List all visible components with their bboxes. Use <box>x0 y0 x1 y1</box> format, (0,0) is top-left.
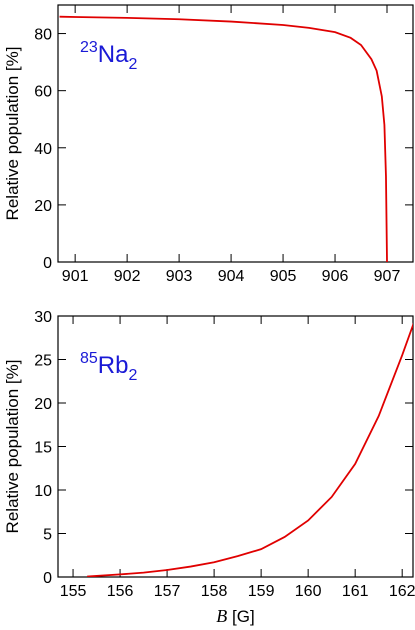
y-tick-label: 30 <box>34 309 52 326</box>
annotation-sub: 2 <box>128 56 137 73</box>
data-line <box>87 322 413 577</box>
x-axis-label: B [G] <box>216 606 254 626</box>
x-tick-label: 159 <box>248 583 275 600</box>
y-tick-label: 40 <box>34 141 52 158</box>
plot-frame <box>57 4 414 263</box>
y-tick-label: 0 <box>43 255 52 272</box>
x-tick-label: 903 <box>166 268 193 285</box>
y-tick-label: 0 <box>43 570 52 587</box>
y-tick-label: 25 <box>34 353 52 370</box>
annotation: 85Rb2 <box>80 350 137 384</box>
annotation-sup: 85 <box>80 350 98 367</box>
x-tick-label: 158 <box>201 583 228 600</box>
x-tick-label: 161 <box>342 583 369 600</box>
y-tick-label: 60 <box>34 84 52 101</box>
y-tick-label: 5 <box>43 527 52 544</box>
x-axis-label-unit: [G] <box>232 607 255 626</box>
y-tick-label: 10 <box>34 483 52 500</box>
x-tick-label: 904 <box>218 268 245 285</box>
x-tick-label: 902 <box>114 268 141 285</box>
panel: 155 156 157 158 159 160 161 162 0 5 10 15 20 25 30 Rela… <box>3 309 415 626</box>
x-tick-label: 160 <box>295 583 322 600</box>
x-tick-label: 162 <box>389 583 415 600</box>
y-tick-label: 80 <box>34 27 52 44</box>
annotation-sub: 2 <box>128 367 137 384</box>
x-axis-label-symbol: B <box>216 606 227 626</box>
y-axis-label: Relative population [%] <box>3 360 22 534</box>
panel: 901 902 903 904 905 906 907 0 20 40 60 80 Relative p… <box>3 4 414 285</box>
annotation: 23Na2 <box>80 39 137 73</box>
x-tick-label: 157 <box>154 583 181 600</box>
data-line <box>59 15 388 262</box>
x-tick-label: 906 <box>322 268 349 285</box>
y-tick-label: 20 <box>34 198 52 215</box>
x-tick-label: 907 <box>374 268 401 285</box>
y-axis-label: Relative population [%] <box>3 47 22 221</box>
x-tick-label: 905 <box>270 268 297 285</box>
x-tick-label: 156 <box>107 583 134 600</box>
x-tick-label: 901 <box>62 268 89 285</box>
x-tick-label: 155 <box>60 583 87 600</box>
y-tick-label: 20 <box>34 396 52 413</box>
annotation-text: Na <box>98 41 129 68</box>
annotation-sup: 23 <box>80 39 98 56</box>
annotation-text: Rb <box>98 352 129 379</box>
y-tick-label: 15 <box>34 440 52 457</box>
